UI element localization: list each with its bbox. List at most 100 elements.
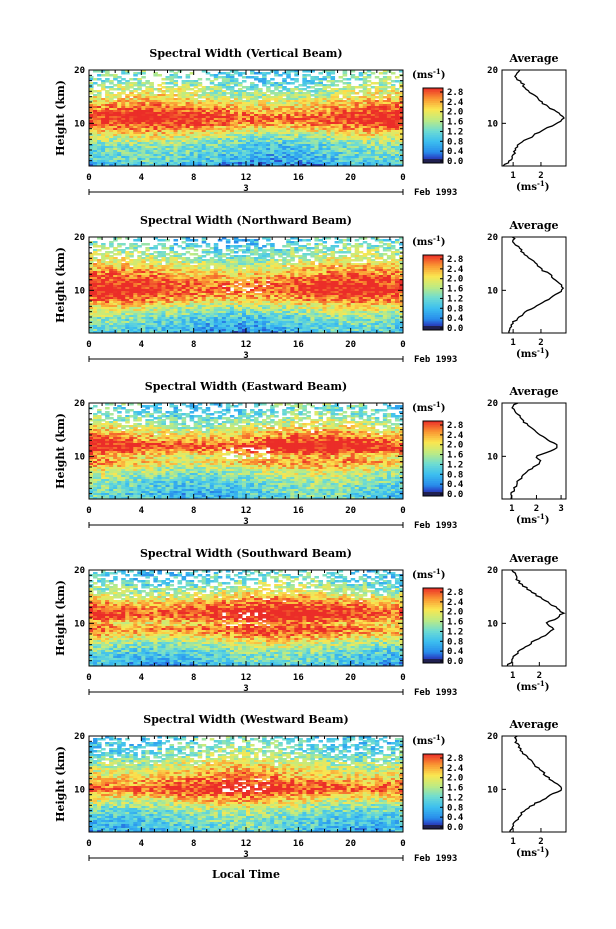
heatmap-cell: [318, 128, 323, 131]
heatmap-cell: [374, 142, 380, 145]
heatmap-cell: [266, 164, 271, 167]
heatmap-cell: [246, 130, 251, 133]
heatmap-cell: [358, 144, 364, 147]
heatmap-cell: [390, 102, 396, 105]
heatmap-cell: [370, 237, 376, 240]
heatmap-cell: [157, 132, 162, 135]
heatmap-cell: [169, 146, 175, 149]
heatmap-cell: [205, 78, 211, 81]
heatmap-cell: [205, 249, 211, 252]
heatmap-cell: [137, 104, 142, 107]
heatmap-cell: [109, 158, 114, 161]
heatmap-cell: [378, 255, 384, 258]
heatmap-cell: [294, 267, 299, 270]
heatmap-cell: [181, 160, 187, 163]
heatmap-cell: [229, 142, 235, 145]
heatmap-cell: [346, 124, 352, 127]
heatmap-cell: [302, 102, 307, 105]
heatmap-cell: [302, 126, 307, 129]
heatmap-cell: [338, 154, 344, 157]
heatmap-cell: [137, 130, 142, 133]
heatmap-cell: [173, 134, 179, 137]
heatmap-cell: [286, 118, 291, 121]
heatmap-cell: [113, 263, 118, 266]
heatmap-cell: [241, 92, 247, 95]
heatmap-cell: [225, 126, 231, 129]
heatmap-cell: [141, 98, 146, 101]
heatmap-cell: [145, 104, 150, 107]
heatmap-cell: [145, 116, 150, 119]
heatmap-cell: [366, 249, 372, 252]
heatmap-cell: [161, 164, 166, 167]
heatmap-cell: [157, 88, 162, 91]
heatmap-cell: [366, 261, 372, 264]
heatmap-cell: [145, 275, 150, 278]
heatmap-cell: [221, 122, 227, 125]
heatmap-cell: [149, 269, 154, 272]
heatmap-cell: [302, 130, 307, 133]
heatmap-cell: [306, 265, 311, 268]
heatmap-cell: [129, 128, 134, 131]
heatmap-cell: [322, 154, 328, 157]
heatmap-cell: [125, 237, 130, 240]
heatmap-cell: [217, 279, 223, 282]
heatmap-cell: [350, 116, 356, 119]
heatmap-cell: [258, 92, 263, 95]
heatmap-cell: [326, 154, 332, 157]
heatmap-cell: [113, 239, 118, 242]
heatmap-cell: [165, 277, 171, 280]
heatmap-cell: [229, 251, 235, 254]
heatmap-cell: [350, 96, 356, 99]
heatmap-cell: [270, 134, 275, 137]
heatmap-cell: [237, 261, 243, 264]
heatmap-cell: [117, 263, 122, 266]
heatmap-cell: [398, 279, 404, 282]
heatmap-cell: [109, 245, 114, 248]
heatmap-cell: [386, 126, 392, 129]
heatmap-cell: [370, 253, 376, 256]
heatmap-cell: [229, 110, 235, 113]
heatmap-cell: [346, 134, 352, 137]
heatmap-cell: [270, 124, 275, 127]
heatmap-cell: [382, 140, 388, 143]
heatmap-cell: [298, 90, 303, 93]
heatmap-cell: [398, 277, 404, 280]
heatmap-cell: [262, 116, 267, 119]
heatmap-cell: [366, 144, 372, 147]
heatmap-cell: [97, 146, 102, 149]
heatmap-cell: [374, 106, 380, 109]
heatmap-cell: [233, 259, 239, 262]
heatmap-cell: [105, 92, 110, 95]
heatmap-cell: [266, 90, 271, 93]
heatmap-cell: [350, 136, 356, 139]
heatmap-cell: [189, 285, 195, 288]
heatmap-cell: [105, 70, 110, 73]
heatmap-cell: [306, 82, 311, 85]
heatmap-cell: [386, 96, 392, 99]
heatmap-cell: [310, 247, 315, 250]
heatmap-cell: [302, 94, 307, 97]
heatmap-cell: [145, 102, 150, 105]
heatmap-cell: [181, 84, 187, 87]
heatmap-cell: [137, 106, 142, 109]
heatmap-cell: [173, 275, 179, 278]
heatmap-cell: [177, 76, 183, 79]
heatmap-cell: [246, 283, 251, 286]
heatmap-cell: [157, 152, 162, 155]
heatmap-cell: [97, 124, 102, 127]
heatmap-cell: [254, 126, 259, 129]
heatmap-cell: [370, 120, 376, 123]
heatmap-cell: [153, 138, 158, 141]
heatmap-cell: [350, 130, 356, 133]
heatmap-cell: [145, 249, 150, 252]
heatmap-cell: [121, 124, 126, 127]
heatmap-cell: [398, 132, 404, 135]
heatmap-cell: [165, 144, 171, 147]
heatmap-cell: [394, 96, 400, 99]
heatmap-cell: [233, 285, 239, 288]
heatmap-cell: [173, 255, 179, 258]
heatmap-cell: [378, 126, 384, 129]
heatmap-cell: [294, 142, 299, 145]
heatmap-cell: [189, 72, 195, 75]
heatmap-cell: [330, 126, 336, 129]
